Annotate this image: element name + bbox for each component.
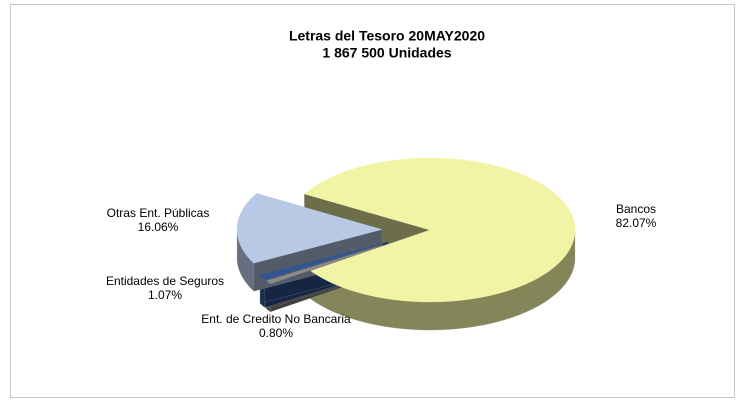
value-label: 1.07% (148, 288, 182, 302)
chart-title: Letras del Tesoro 20MAY2020 (289, 28, 485, 44)
chart-subtitle: 1 867 500 Unidades (322, 45, 451, 61)
category-label: Otras Ent. Públicas (107, 206, 210, 220)
value-label: 82.07% (616, 216, 657, 230)
value-label: 16.06% (138, 220, 179, 234)
category-label: Bancos (616, 202, 656, 216)
slice (236, 193, 383, 264)
slice (304, 157, 576, 303)
slice (266, 242, 390, 285)
category-label: Entidades de Seguros (106, 274, 224, 288)
category-label: Ent. de Credito No Bancaria (201, 312, 351, 326)
slice (259, 241, 389, 280)
value-label: 0.80% (259, 326, 293, 340)
